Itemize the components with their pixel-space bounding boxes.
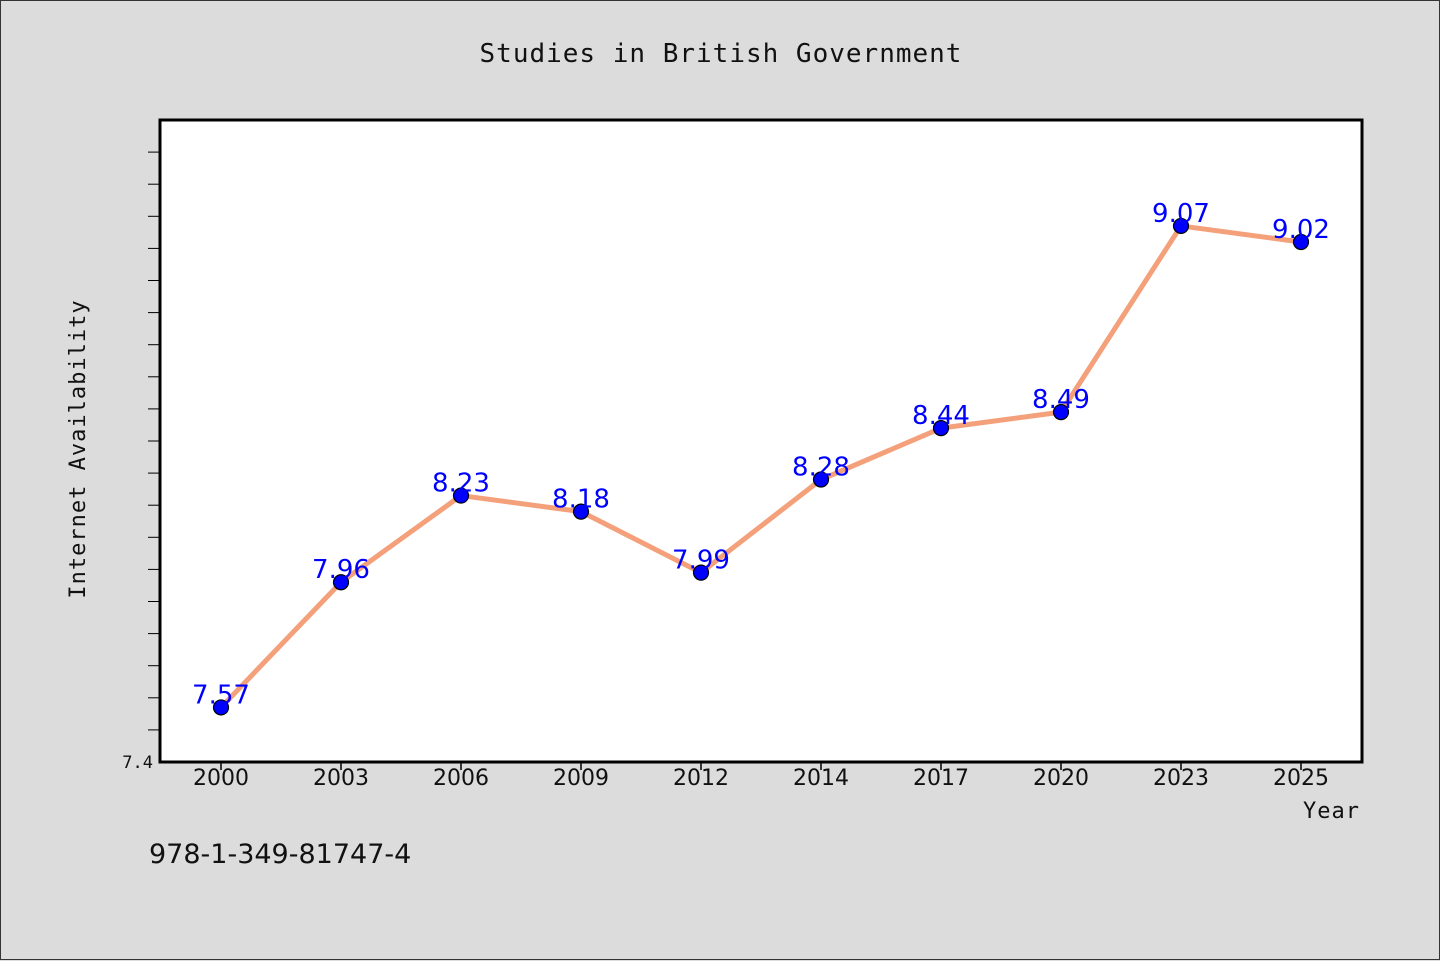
x-tick-label: 2012 — [673, 766, 729, 791]
isbn-text: 978-1-349-81747-4 — [149, 839, 411, 870]
data-label: 8.44 — [912, 401, 970, 431]
data-point — [692, 564, 710, 581]
data-point — [572, 503, 590, 520]
data-label: 8.49 — [1032, 385, 1090, 415]
data-label: 7.57 — [192, 680, 250, 710]
x-tick-label: 2025 — [1273, 766, 1329, 791]
y-axis-label: Internet Availability — [66, 299, 91, 598]
x-tick-label: 2000 — [193, 766, 249, 791]
data-label: 9.07 — [1152, 199, 1210, 229]
data-label: 9.02 — [1272, 215, 1330, 245]
data-point — [812, 471, 830, 488]
x-axis-label: Year — [1303, 799, 1360, 824]
data-point — [212, 699, 230, 716]
series-line — [218, 223, 1304, 710]
x-tick-label: 2020 — [1033, 766, 1089, 791]
data-point — [932, 420, 950, 437]
x-tick-label: 2009 — [553, 766, 609, 791]
data-point — [1172, 217, 1190, 235]
series-layer: 7.57 7.96 8.23 8.18 7.99 8.28 8.44 8.49 9.07 9.02 — [192, 199, 1330, 716]
plot-area — [160, 120, 1362, 762]
x-tick-label: 2006 — [433, 766, 489, 791]
chart-title: Studies in British Government — [480, 39, 963, 69]
data-label: 7.96 — [312, 555, 370, 585]
data-point — [1052, 404, 1070, 421]
data-label: 7.99 — [672, 546, 730, 576]
y-axis-ticks — [148, 151, 160, 731]
x-tick-label: 2017 — [913, 766, 969, 791]
x-tick-label: 2023 — [1153, 766, 1209, 791]
x-tick-label: 2003 — [313, 766, 369, 791]
data-point — [1292, 233, 1310, 251]
data-point — [332, 574, 350, 591]
data-label: 8.18 — [552, 485, 610, 515]
x-axis-ticks: 2000 2003 2006 2009 2012 2014 2017 2020 2023 2025 — [193, 762, 1329, 791]
x-tick-label: 2014 — [793, 766, 849, 791]
data-label: 8.23 — [432, 469, 490, 499]
y-tick-label-min: 7.4 — [122, 753, 153, 773]
data-label: 8.28 — [792, 453, 850, 483]
data-point — [452, 487, 470, 504]
